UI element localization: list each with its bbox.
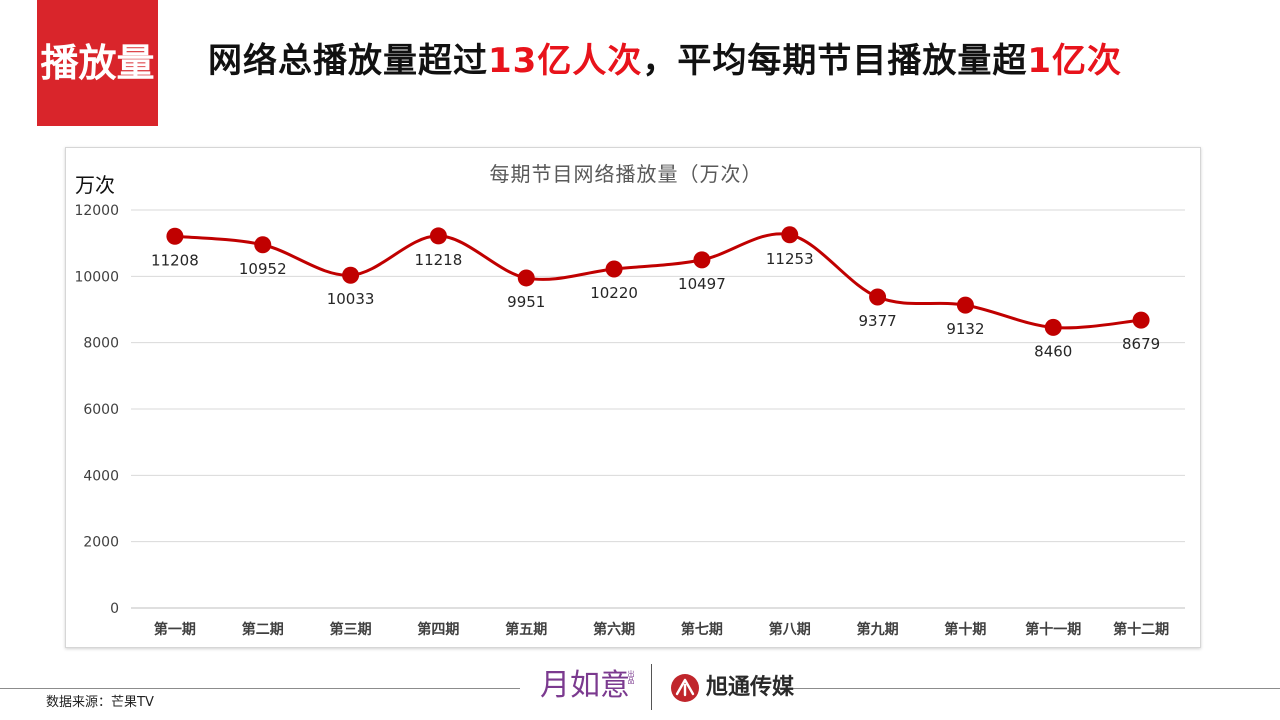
data-source-note: 数据来源：芒果TV — [46, 695, 154, 710]
headline-part2: ，平均每期节目播放量超 — [642, 41, 1028, 81]
data-point — [693, 251, 711, 269]
data-label: 10952 — [239, 260, 287, 278]
y-tick-label: 10000 — [74, 269, 119, 285]
x-tick-label: 第七期 — [681, 621, 723, 638]
logo-divider — [651, 664, 652, 710]
data-label: 11253 — [766, 250, 814, 268]
data-label: 8679 — [1122, 335, 1160, 353]
footer-divider-right — [778, 688, 1280, 689]
x-tick-label: 第一期 — [154, 621, 196, 638]
chart-container: 0 2000 4000 6000 8000 10000 12000 第一期 第二期 第三期 第四期 第… — [65, 147, 1201, 648]
y-tick-label: 4000 — [83, 468, 119, 484]
logo-xutong-icon — [671, 674, 699, 702]
data-point — [429, 227, 447, 245]
data-label: 9132 — [946, 320, 984, 338]
headline-highlight2: 1亿次 — [1027, 41, 1122, 81]
data-point — [254, 236, 272, 254]
logo-xutong-text: 旭通传媒 — [706, 675, 795, 700]
data-point — [517, 269, 535, 287]
x-tick-label: 第八期 — [769, 621, 811, 638]
x-tick-label: 第三期 — [330, 621, 372, 638]
data-point — [869, 288, 887, 306]
x-tick-label: 第五期 — [505, 621, 547, 638]
y-axis-unit-label: 万次 — [75, 173, 115, 197]
data-point — [956, 296, 974, 314]
x-tick-label: 第二期 — [242, 621, 284, 638]
series-line — [174, 232, 1142, 330]
data-label: 8460 — [1034, 342, 1072, 360]
data-label: 11208 — [151, 251, 199, 269]
data-point — [605, 260, 623, 278]
data-label: 10497 — [678, 275, 726, 293]
data-point — [781, 226, 799, 244]
data-point — [1044, 318, 1062, 336]
x-tick-label: 第四期 — [417, 621, 459, 638]
x-tick-label: 第六期 — [593, 621, 635, 638]
line-chart: 0 2000 4000 6000 8000 10000 12000 第一期 第二期 第三期 第四期 第… — [74, 162, 1185, 638]
y-tick-label: 0 — [110, 601, 119, 617]
logo-yueruyi-subtext: 出品 — [627, 670, 635, 684]
data-label: 9377 — [858, 312, 896, 330]
headline: 网络总播放量超过13亿人次，平均每期节目播放量超1亿次 — [208, 36, 1122, 86]
data-label: 10033 — [327, 290, 375, 308]
x-tick-label: 第九期 — [857, 621, 899, 638]
y-tick-label: 12000 — [74, 203, 119, 219]
x-tick-label: 第十期 — [944, 621, 986, 638]
data-label: 10220 — [590, 284, 638, 302]
y-tick-label: 2000 — [83, 535, 119, 551]
y-tick-label: 8000 — [83, 336, 119, 352]
data-label: 9951 — [507, 293, 545, 311]
data-point — [166, 227, 184, 245]
headline-part1: 网络总播放量超过 — [208, 41, 488, 81]
data-point — [342, 266, 360, 284]
y-tick-label: 6000 — [83, 402, 119, 418]
footer-divider-left — [0, 688, 520, 689]
data-label: 11218 — [415, 251, 463, 269]
header-badge: 播放量 — [37, 0, 158, 126]
data-point — [1132, 311, 1150, 329]
chart-title: 每期节目网络播放量（万次） — [490, 162, 763, 186]
logo-yueruyi: 月如意 — [540, 668, 630, 703]
x-tick-label: 第十一期 — [1025, 621, 1081, 638]
x-tick-label: 第十二期 — [1113, 621, 1169, 638]
header-badge-label: 播放量 — [40, 41, 155, 85]
headline-highlight1: 13亿人次 — [488, 41, 643, 81]
